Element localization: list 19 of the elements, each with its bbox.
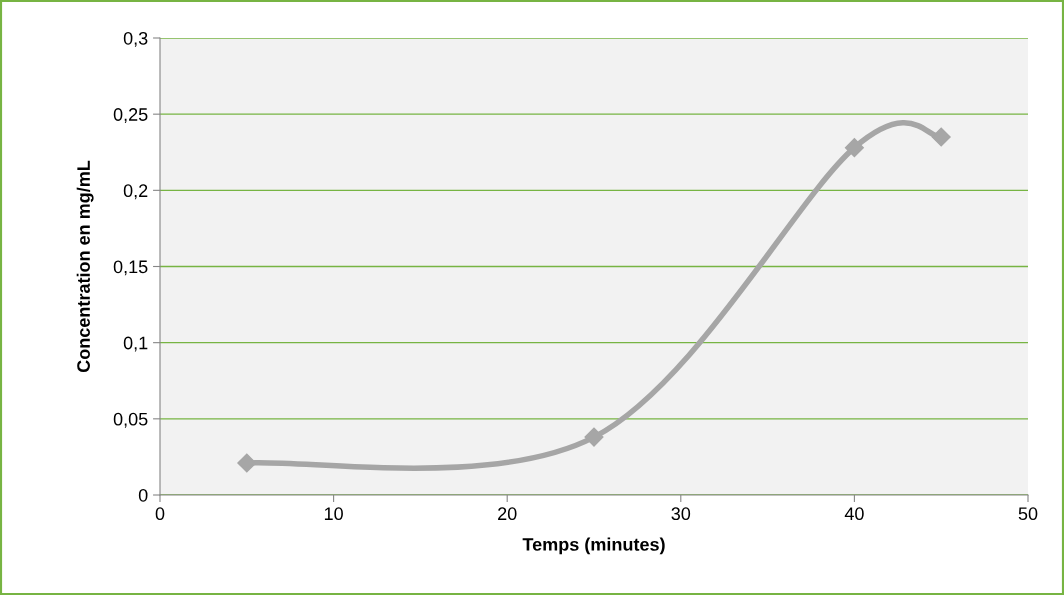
y-tick-label: 0,3 (123, 31, 148, 47)
y-axis-title: Concentration en mg/mL (76, 160, 94, 373)
point (584, 427, 604, 447)
x-tick-label: 0 (155, 507, 165, 521)
y-tick-label: 0,1 (123, 336, 148, 352)
x-tick-label: 50 (1018, 507, 1038, 521)
x-axis-title: Temps (minutes) (522, 537, 665, 555)
y-tick-label: 0 (138, 488, 148, 502)
point (844, 138, 864, 158)
point (931, 127, 951, 147)
x-tick-label: 40 (844, 507, 864, 521)
y-tick-label: 0,05 (113, 412, 148, 428)
y-tick-label: 0,15 (113, 260, 148, 276)
point (237, 453, 257, 473)
y-tick-label: 0,25 (113, 108, 148, 124)
x-tick-label: 30 (671, 507, 691, 521)
x-tick-label: 20 (498, 507, 517, 521)
x-tick-label: 10 (324, 507, 343, 521)
y-tick-label: 0,2 (123, 184, 148, 200)
